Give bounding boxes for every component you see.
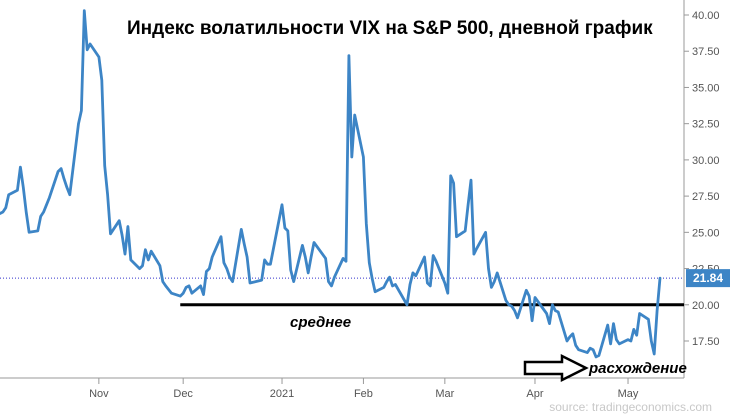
y-tick-label: 32.50 [692, 119, 720, 131]
y-tick-label: 17.50 [692, 336, 720, 348]
divergence-arrow-group: расхождение [523, 353, 687, 383]
y-tick-label: 40.00 [692, 10, 720, 22]
x-tick-label: 2021 [270, 388, 294, 400]
y-ticks: 17.5020.0022.5025.0027.5030.0032.5035.00… [684, 10, 720, 348]
y-tick-label: 37.50 [692, 46, 720, 58]
divergence-annotation-label: расхождение [588, 360, 687, 377]
chart-title: Индекс волатильности VIX на S&P 500, дне… [127, 18, 653, 39]
source-label: source: tradingeconomics.com [549, 400, 712, 414]
x-tick-label: Feb [354, 388, 373, 400]
last-value-badge-bg [686, 269, 730, 288]
x-ticks: Nov Dec 2021 Feb Mar Apr May [89, 378, 639, 400]
last-value-label: 21.84 [693, 271, 723, 285]
x-tick-label: Dec [173, 388, 193, 400]
series-group [0, 9, 662, 359]
vix-series-line [0, 9, 662, 359]
x-tick-label: Mar [435, 388, 454, 400]
mean-annotation-label: среднее [290, 314, 351, 331]
y-tick-label: 25.00 [692, 227, 720, 239]
y-tick-label: 35.00 [692, 82, 720, 94]
y-tick-label: 30.00 [692, 155, 720, 167]
x-tick-label: May [618, 388, 639, 400]
divergence-arrow [523, 353, 589, 383]
x-tick-label: Apr [526, 388, 543, 400]
last-value-badge: 21.84 [686, 269, 730, 288]
x-tick-label: Nov [89, 388, 109, 400]
y-tick-label: 27.50 [692, 191, 720, 203]
y-tick-label: 20.00 [692, 300, 720, 312]
